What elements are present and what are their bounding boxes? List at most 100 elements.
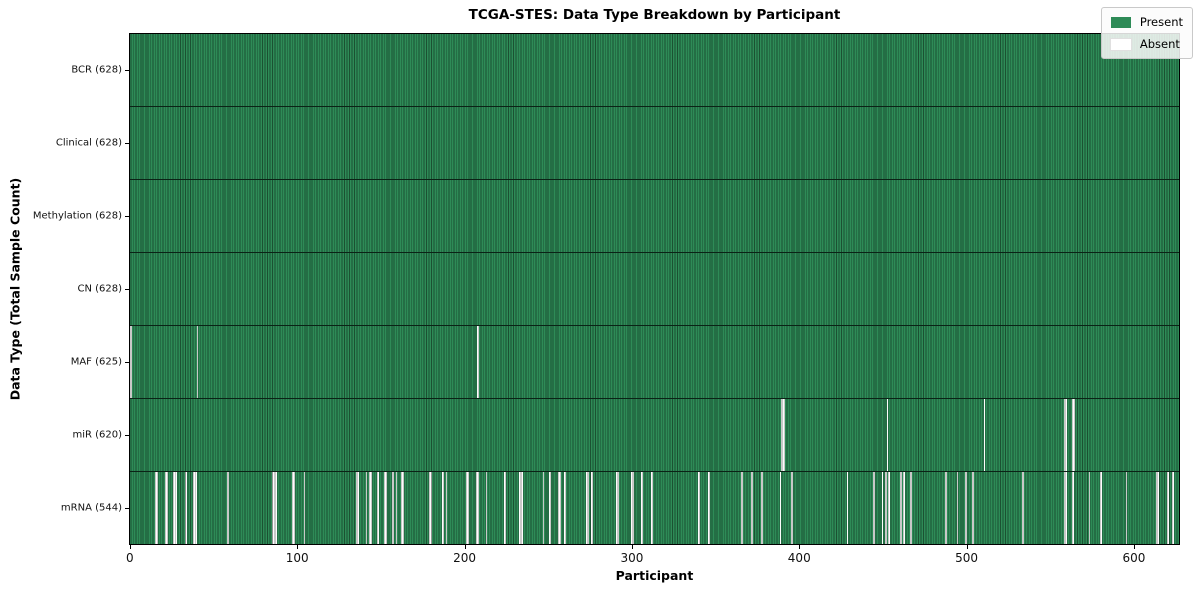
row-BCR (130, 34, 1179, 106)
y-tick-mark (125, 362, 129, 364)
y-tick-mark (125, 435, 129, 437)
legend-label-present: Present (1139, 15, 1183, 29)
x-tick-mark (631, 545, 633, 549)
y-tick-label-mRNA: mRNA (544) (60, 502, 122, 514)
absent-mark (271, 472, 274, 544)
y-tick-label-MAF: MAF (625) (70, 356, 122, 368)
row-miR (130, 398, 1179, 471)
plot-area (129, 33, 1180, 545)
absent-mark (173, 472, 176, 544)
absent-mark (542, 472, 545, 544)
absent-mark (1072, 472, 1074, 544)
x-tick-mark (1133, 545, 1135, 549)
absent-mark (751, 472, 754, 544)
absent-mark (193, 472, 196, 544)
absent-mark (783, 399, 785, 471)
absent-mark (559, 472, 561, 544)
absent-mark (549, 472, 551, 544)
absent-mark (477, 472, 480, 544)
absent-mark (477, 326, 480, 398)
absent-mark (519, 472, 521, 544)
legend: Present Absent (1100, 7, 1193, 59)
absent-mark (1021, 472, 1024, 544)
y-tick-mark (125, 289, 129, 290)
absent-mark (428, 472, 431, 544)
absent-mark (881, 472, 884, 544)
absent-mark (983, 399, 986, 471)
absent-mark (903, 472, 906, 544)
y-tick-label-CN: CN (628) (77, 283, 122, 295)
absent-mark (1125, 472, 1128, 544)
absent-mark (971, 472, 974, 544)
absent-mark (1167, 472, 1169, 544)
row-Clinical (130, 106, 1179, 179)
absent-mark (632, 472, 635, 544)
absent-mark (779, 472, 782, 544)
absent-mark (910, 472, 912, 544)
absent-mark (761, 472, 764, 544)
absent-mark (475, 472, 478, 544)
y-tick-mark (125, 508, 129, 510)
absent-mark (175, 472, 177, 544)
absent-mark (956, 472, 959, 544)
absent-mark (395, 472, 398, 544)
y-tick-label-BCR: BCR (628) (71, 64, 122, 76)
x-tick-label-400: 400 (787, 551, 811, 565)
absent-mark (1088, 472, 1091, 544)
x-tick-mark (129, 545, 131, 549)
absent-mark (504, 472, 506, 544)
absent-mark (430, 472, 433, 544)
absent-mark (467, 472, 470, 544)
x-tick-label-100: 100 (285, 551, 309, 565)
absent-mark (377, 472, 379, 544)
chart-title: TCGA-STES: Data Type Breakdown by Partic… (468, 7, 841, 23)
x-tick-mark (464, 545, 466, 549)
absent-mark (156, 472, 159, 544)
absent-mark (185, 472, 187, 544)
absent-mark (888, 472, 890, 544)
absent-mark (196, 326, 199, 398)
absent-mark (1065, 399, 1068, 471)
absent-mark (1100, 472, 1103, 544)
absent-mark (873, 472, 875, 544)
y-tick-mark (125, 142, 129, 144)
absent-mark (130, 326, 132, 398)
absent-mark (697, 472, 700, 544)
absent-mark (557, 472, 560, 544)
absent-mark (275, 472, 277, 544)
row-CN (130, 252, 1179, 325)
absent-mark (1157, 472, 1159, 544)
y-tick-mark (125, 69, 129, 71)
absent-mark (155, 472, 157, 544)
absent-mark (165, 472, 167, 544)
absent-mark (617, 472, 620, 544)
absent-mark (465, 472, 468, 544)
absent-mark (631, 472, 633, 544)
x-tick-mark (966, 545, 968, 549)
absent-mark (791, 472, 794, 544)
x-tick-label-200: 200 (453, 551, 476, 565)
absent-mark (293, 472, 296, 544)
absent-mark (1172, 472, 1174, 544)
absent-mark (965, 472, 967, 544)
y-tick-mark (125, 215, 129, 217)
absent-mark (564, 472, 566, 544)
absent-mark (385, 472, 388, 544)
absent-mark (355, 472, 358, 544)
absent-mark (400, 472, 403, 544)
x-axis-label: Participant (615, 568, 694, 583)
absent-mark (1063, 399, 1066, 471)
absent-mark (641, 472, 643, 544)
x-tick-label-500: 500 (955, 551, 979, 565)
absent-mark (651, 472, 653, 544)
y-tick-label-Clinical: Clinical (628) (55, 137, 122, 149)
absent-mark (370, 472, 373, 544)
x-tick-label-0: 0 (126, 551, 134, 565)
absent-mark (616, 472, 618, 544)
x-tick-mark (297, 545, 299, 549)
x-tick-mark (799, 545, 801, 549)
y-tick-label-miR: miR (620) (72, 429, 122, 441)
absent-mark (273, 472, 276, 544)
absent-mark (485, 472, 488, 544)
